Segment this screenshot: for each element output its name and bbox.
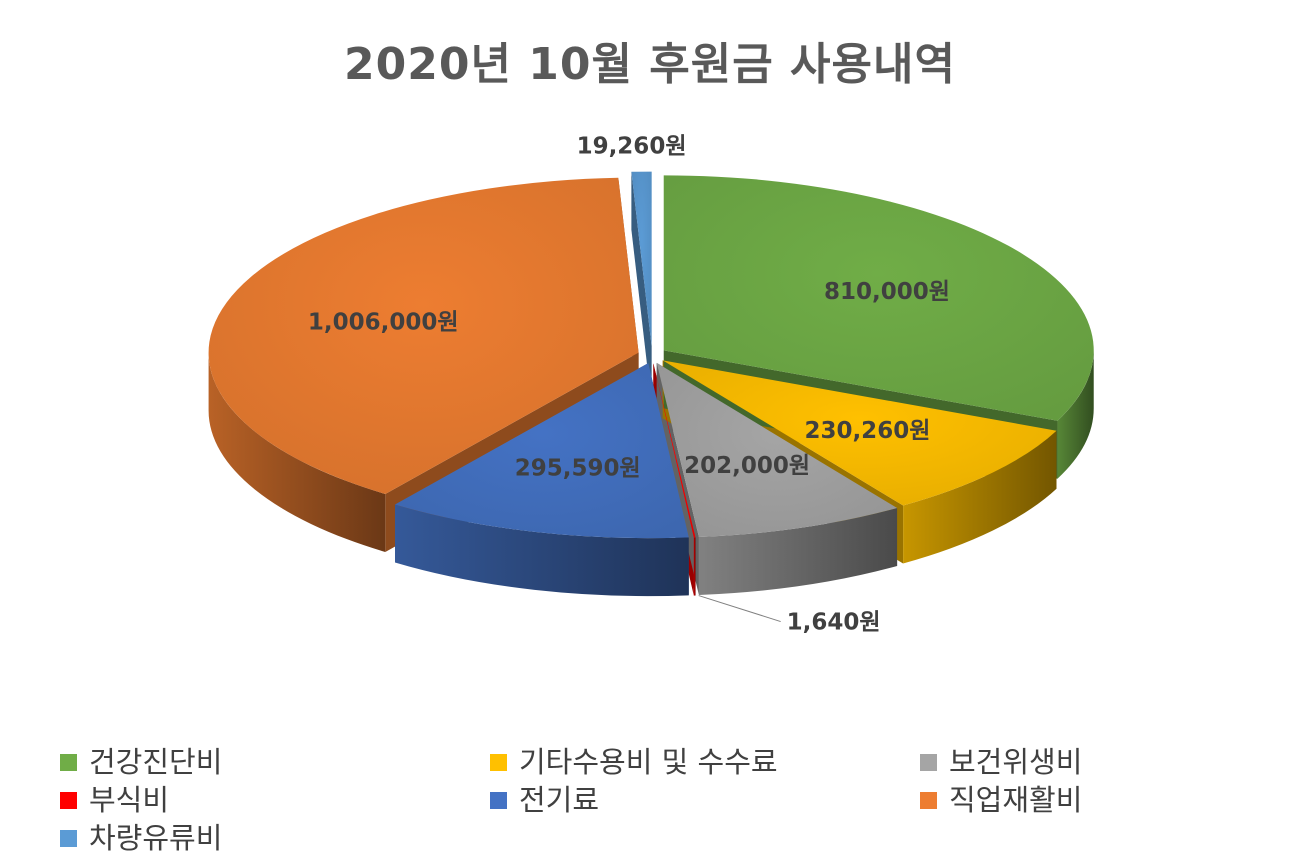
slice-4 bbox=[653, 363, 696, 538]
legend-swatch-6 bbox=[920, 791, 937, 809]
legend-item-2: 기타수용비 및 수수료 bbox=[490, 742, 778, 782]
legend-swatch-3 bbox=[920, 753, 937, 771]
legend-label-4: 부식비 bbox=[89, 783, 170, 817]
data-label-1: 810,000원 bbox=[824, 279, 950, 305]
data-labels: 810,000원 230,260원 202,000원 1,640원 295,590원 1,… bbox=[308, 134, 950, 636]
slice-side-6 bbox=[208, 352, 386, 553]
legend-item-7: 차량유류비 bbox=[60, 818, 222, 858]
legend-label-7: 차량유류비 bbox=[89, 821, 223, 855]
data-label-5: 295,590원 bbox=[515, 456, 641, 482]
legend-swatch-4 bbox=[60, 791, 77, 809]
legend-label-2: 기타수용비 및 수수료 bbox=[519, 745, 778, 779]
legend-swatch-1 bbox=[60, 753, 77, 771]
slice-side-1 bbox=[1057, 350, 1094, 479]
legend-swatch-5 bbox=[490, 791, 507, 809]
slice-side-4 bbox=[693, 537, 696, 596]
slice-2 bbox=[662, 360, 1057, 506]
legend-label-5: 전기료 bbox=[519, 783, 600, 817]
legend-item-6: 직업재활비 bbox=[920, 780, 1082, 820]
legend-label-6: 직업재활비 bbox=[949, 783, 1083, 817]
data-label-2: 230,260원 bbox=[804, 418, 930, 444]
legend-item-3: 보건위생비 bbox=[920, 742, 1082, 782]
legend-swatch-2 bbox=[490, 753, 507, 771]
slice-6 bbox=[208, 177, 639, 495]
chart-title: 2020년 10월 후원금 사용내역 bbox=[344, 39, 956, 90]
slice-cut-face-7-0 bbox=[631, 171, 652, 405]
legend-label-3: 보건위생비 bbox=[949, 745, 1083, 779]
legend-item-4: 부식비 bbox=[60, 780, 169, 820]
legend-item-1: 건강진단비 bbox=[60, 742, 222, 782]
slice-side-3 bbox=[698, 508, 898, 596]
data-label-4: 1,640원 bbox=[787, 610, 881, 636]
data-label-3: 202,000원 bbox=[684, 453, 810, 479]
legend-swatch-7 bbox=[60, 829, 77, 847]
pie-tops bbox=[208, 171, 1094, 539]
legend-item-5: 전기료 bbox=[490, 780, 599, 820]
slice-7 bbox=[631, 171, 652, 347]
legend-label-1: 건강진단비 bbox=[89, 745, 223, 779]
data-label-7: 19,260원 bbox=[577, 134, 687, 160]
slice-3 bbox=[656, 362, 898, 538]
leader-line-4 bbox=[698, 595, 781, 623]
slice-5 bbox=[395, 363, 689, 539]
slice-side-2 bbox=[903, 430, 1057, 564]
slice-side-5 bbox=[395, 504, 689, 597]
data-label-6: 1,006,000원 bbox=[308, 309, 459, 335]
slice-1 bbox=[663, 175, 1094, 421]
